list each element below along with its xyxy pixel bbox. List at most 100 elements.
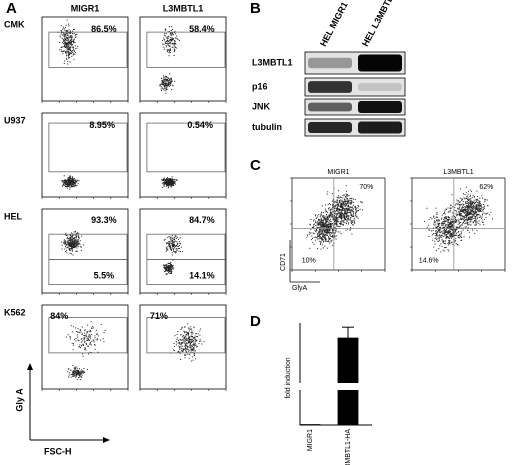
event-dot: [320, 217, 322, 219]
event-dot: [441, 246, 443, 247]
event-dot: [322, 225, 324, 227]
event-dot: [74, 367, 76, 369]
event-dot: [170, 267, 172, 269]
event-dot: [180, 243, 181, 245]
event-dot: [168, 51, 170, 53]
event-dot: [195, 339, 197, 341]
event-dot: [97, 351, 99, 353]
event-dot: [73, 247, 75, 249]
event-dot: [462, 206, 464, 208]
event-dot: [463, 216, 465, 218]
event-dot: [324, 224, 325, 226]
event-dot: [324, 233, 326, 235]
event-dot: [350, 210, 352, 212]
event-dot: [69, 176, 71, 178]
event-dot: [320, 224, 321, 226]
event-dot: [179, 237, 181, 239]
event-dot: [474, 216, 476, 218]
event-dot: [78, 376, 80, 378]
event-dot: [479, 197, 481, 199]
event-dot: [187, 333, 189, 335]
event-dot: [188, 332, 189, 334]
event-dot: [308, 233, 310, 235]
event-dot: [166, 248, 168, 249]
event-dot: [446, 224, 448, 226]
event-dot: [447, 207, 449, 209]
event-dot: [306, 236, 308, 238]
event-dot: [468, 211, 470, 213]
event-dot: [447, 221, 449, 223]
event-dot: [478, 204, 480, 206]
event-dot: [312, 237, 313, 239]
event-dot: [84, 371, 86, 373]
event-dot: [454, 210, 456, 212]
event-dot: [445, 230, 446, 231]
event-dot: [66, 182, 68, 184]
event-dot: [172, 182, 174, 184]
event-dot: [87, 331, 89, 333]
event-dot: [451, 222, 453, 224]
event-dot: [169, 245, 171, 247]
event-dot: [477, 209, 479, 211]
event-dot: [79, 344, 81, 346]
event-dot: [66, 34, 68, 36]
flow-plot: [139, 208, 227, 295]
event-dot: [315, 236, 317, 238]
event-dot: [80, 373, 82, 375]
event-dot: [67, 57, 69, 59]
event-dot: [80, 347, 81, 349]
event-dot: [456, 213, 458, 215]
event-dot: [65, 24, 67, 26]
event-dot: [323, 235, 325, 237]
event-dot: [485, 213, 487, 215]
event-dot: [179, 242, 181, 244]
event-dot: [330, 226, 332, 228]
event-dot: [445, 228, 447, 230]
event-dot: [466, 204, 468, 206]
event-dot: [326, 221, 328, 222]
event-dot: [166, 242, 168, 244]
event-dot: [481, 195, 483, 197]
event-dot: [351, 200, 353, 202]
event-dot: [437, 229, 439, 231]
event-dot: [200, 340, 202, 342]
event-dot: [170, 246, 171, 248]
event-dot: [340, 224, 342, 226]
event-dot: [73, 29, 74, 30]
event-dot: [167, 79, 169, 80]
event-dot: [175, 340, 177, 342]
event-dot: [322, 222, 324, 223]
event-dot: [78, 370, 79, 371]
event-dot: [356, 211, 358, 213]
event-dot: [74, 34, 76, 36]
event-dot: [452, 232, 454, 234]
event-dot: [452, 234, 454, 236]
event-dot: [313, 233, 315, 235]
event-dot: [72, 237, 74, 239]
event-dot: [181, 348, 183, 350]
event-dot: [166, 41, 167, 42]
event-dot: [462, 203, 464, 205]
event-dot: [338, 210, 340, 212]
event-dot: [70, 376, 72, 378]
event-dot: [326, 247, 328, 249]
event-dot: [167, 84, 169, 86]
event-dot: [336, 206, 338, 208]
event-dot: [70, 242, 72, 244]
event-dot: [168, 268, 170, 270]
event-dot: [70, 245, 72, 247]
event-dot: [352, 198, 354, 200]
event-dot: [165, 92, 167, 94]
event-dot: [171, 37, 173, 39]
event-dot: [167, 42, 169, 44]
event-dot: [479, 201, 481, 203]
event-dot: [327, 225, 329, 227]
event-dot: [168, 180, 170, 182]
event-dot: [176, 248, 178, 250]
event-dot: [343, 215, 345, 217]
event-dot: [197, 346, 199, 348]
event-dot: [94, 337, 96, 339]
event-dot: [310, 228, 312, 230]
event-dot: [482, 206, 484, 208]
event-dot: [189, 340, 191, 342]
